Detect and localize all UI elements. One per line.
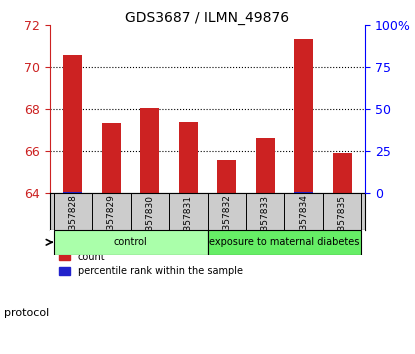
Bar xyxy=(63,55,83,193)
Text: GSM357828: GSM357828 xyxy=(68,195,77,250)
Text: GSM357833: GSM357833 xyxy=(261,195,270,250)
Text: protocol: protocol xyxy=(4,308,49,318)
Text: GSM357832: GSM357832 xyxy=(222,195,231,250)
Legend: count, percentile rank within the sample: count, percentile rank within the sample xyxy=(55,247,247,280)
Text: exposure to maternal diabetes: exposure to maternal diabetes xyxy=(209,237,360,247)
Text: GSM357829: GSM357829 xyxy=(107,195,116,250)
Bar xyxy=(217,160,237,193)
FancyBboxPatch shape xyxy=(54,230,208,255)
Bar xyxy=(178,122,198,193)
Text: GSM357830: GSM357830 xyxy=(145,195,154,250)
Text: GSM357831: GSM357831 xyxy=(184,195,193,250)
Bar xyxy=(294,40,313,193)
Text: GSM357834: GSM357834 xyxy=(299,195,308,250)
Bar xyxy=(256,138,275,193)
Bar xyxy=(332,153,352,193)
Text: control: control xyxy=(114,237,147,247)
Text: GDS3687 / ILMN_49876: GDS3687 / ILMN_49876 xyxy=(125,11,290,25)
Bar xyxy=(102,124,121,193)
Bar xyxy=(140,108,159,193)
FancyBboxPatch shape xyxy=(208,230,361,255)
Text: GSM357835: GSM357835 xyxy=(338,195,347,250)
